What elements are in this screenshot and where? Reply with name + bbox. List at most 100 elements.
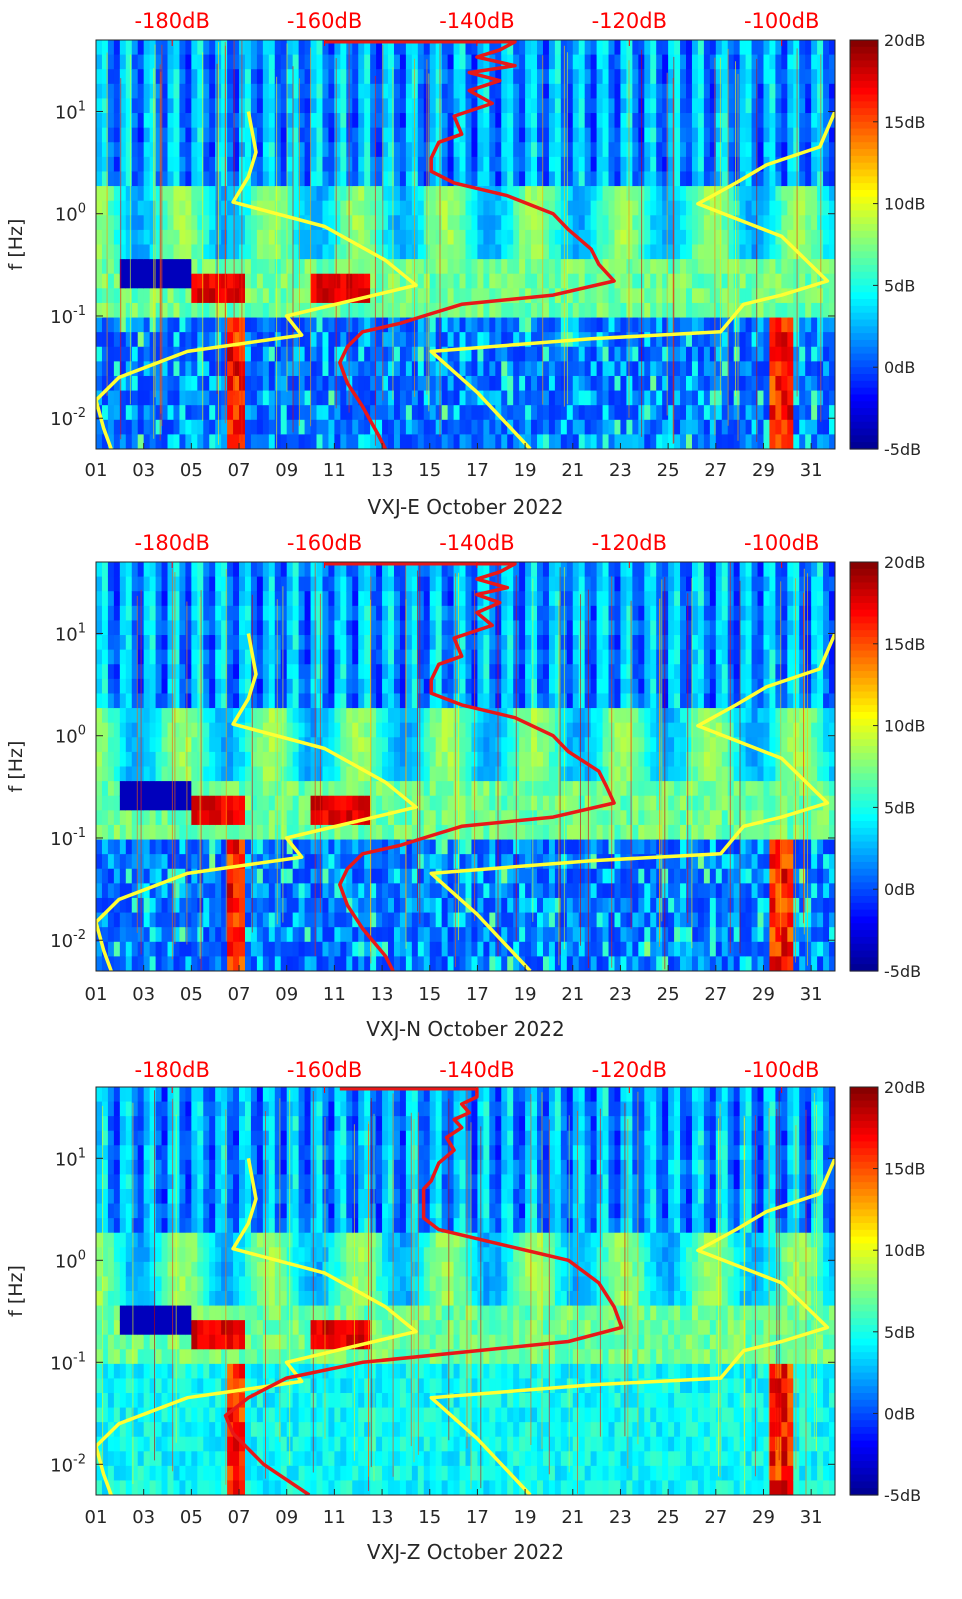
spectrogram-cell — [781, 346, 788, 362]
spectrogram-cell — [334, 186, 341, 202]
spectrogram-cell — [554, 127, 562, 143]
spectrogram-cell — [209, 562, 216, 578]
spectrogram-cell — [388, 200, 395, 216]
spectrogram-cell — [310, 678, 318, 695]
spectrogram-cell — [113, 127, 121, 143]
spectrogram-cell — [417, 215, 425, 231]
spectrogram-cell — [256, 83, 264, 100]
spectrogram-cell — [542, 346, 550, 362]
spectrogram-cell — [328, 434, 335, 449]
spectrogram-cell — [262, 824, 270, 841]
spectrogram-cell — [322, 390, 330, 406]
spectrogram-cell — [668, 229, 675, 246]
spectrogram-cell — [465, 259, 473, 275]
spectrogram-cell — [578, 186, 586, 202]
spectrogram-cell — [614, 273, 622, 289]
spectrogram-cell — [113, 390, 121, 406]
spectrogram-cell — [179, 288, 186, 304]
spectrogram-cell — [745, 98, 753, 114]
spectrogram-cell — [125, 591, 133, 607]
spectrogram-cell — [477, 113, 484, 129]
colorbar-segment — [850, 176, 878, 184]
spectrogram-cell — [107, 751, 115, 768]
spectrogram-cell — [626, 390, 633, 406]
spectrogram-cell — [608, 259, 616, 275]
spectrogram-cell — [644, 288, 651, 304]
spectrogram-cell — [119, 722, 127, 738]
spectrogram-cell — [143, 810, 151, 826]
spectrogram-cell — [233, 127, 240, 143]
spectrogram-cell — [346, 722, 353, 738]
spectrogram-cell — [173, 142, 181, 158]
spectrogram-cell — [405, 390, 413, 406]
spectrogram-cell — [239, 839, 246, 855]
spectrogram-cell — [364, 142, 371, 158]
spectrogram-cell — [107, 562, 115, 578]
spectrogram-cell — [262, 405, 270, 421]
spectrogram-cell — [268, 562, 276, 578]
spectrogram-cell — [191, 620, 198, 636]
spectrogram-cell — [417, 419, 425, 435]
spectrogram-cell — [733, 200, 741, 216]
spectrogram-cell — [566, 156, 574, 173]
spectrogram-cell — [244, 635, 252, 651]
spectrogram-cell — [149, 839, 157, 855]
spectrogram-cell — [233, 361, 240, 377]
spectrogram-cell — [441, 156, 449, 173]
spectrogram-cell — [489, 244, 496, 260]
spectrogram-cell — [346, 708, 353, 724]
spectrogram-cell — [304, 346, 312, 362]
spectrogram-cell — [137, 83, 145, 100]
spectrogram-cell — [745, 361, 753, 377]
spectrogram-cell — [620, 69, 628, 85]
spectrogram-cell — [203, 956, 210, 971]
spectrogram-cell — [292, 708, 300, 724]
spectrogram-cell — [542, 434, 550, 449]
spectrogram-cell — [203, 810, 210, 826]
spectrogram-cell — [298, 766, 306, 782]
spectrogram-cell — [125, 127, 133, 143]
spectrogram-cell — [370, 273, 377, 289]
spectrogram-cell — [155, 649, 163, 665]
spectrogram-cell — [191, 419, 198, 435]
spectrogram-cell — [191, 98, 198, 114]
spectrogram-cell — [155, 332, 163, 348]
spectrogram-cell — [161, 751, 169, 768]
spectrogram-cell — [697, 83, 705, 100]
spectrogram-cell — [316, 941, 324, 957]
spectrogram-cell — [662, 302, 669, 319]
spectrogram-cell — [107, 346, 115, 362]
spectrogram-cell — [203, 229, 210, 246]
spectrogram-cell — [155, 824, 163, 841]
spectrogram-cell — [399, 405, 407, 421]
spectrogram-cell — [805, 288, 812, 304]
spectrogram-cell — [316, 883, 324, 899]
spectrogram-cell — [668, 142, 675, 158]
spectrogram-cell — [101, 649, 109, 665]
spectrogram-cell — [417, 317, 425, 333]
colorbar-segment — [850, 374, 878, 382]
spectrogram-cell — [459, 215, 467, 231]
spectrogram-cell — [358, 317, 365, 333]
spectrogram-cell — [823, 113, 830, 129]
spectrogram-cell — [179, 54, 186, 70]
spectrogram-cell — [119, 375, 127, 392]
colorbar-segment — [850, 244, 878, 252]
spectrogram-cell — [209, 259, 216, 275]
spectrogram-cell — [507, 200, 514, 216]
spectrogram-cell — [769, 244, 776, 260]
spectrogram-cell — [364, 912, 371, 928]
spectrogram-cell — [233, 854, 240, 870]
spectrogram-cell — [292, 302, 300, 319]
spectrogram-cell — [280, 40, 288, 56]
spectrogram-cell — [691, 200, 699, 216]
spectrogram-cell — [793, 390, 800, 406]
spectrogram-cell — [364, 127, 371, 143]
spectrogram-cell — [358, 186, 365, 202]
spectrogram-cell — [775, 419, 782, 435]
spectrogram-cell — [167, 302, 175, 319]
spectrogram-cell — [548, 259, 556, 275]
spectrogram-cell — [191, 375, 198, 392]
spectrogram-cell — [650, 200, 657, 216]
spectrogram-cell — [173, 897, 181, 914]
